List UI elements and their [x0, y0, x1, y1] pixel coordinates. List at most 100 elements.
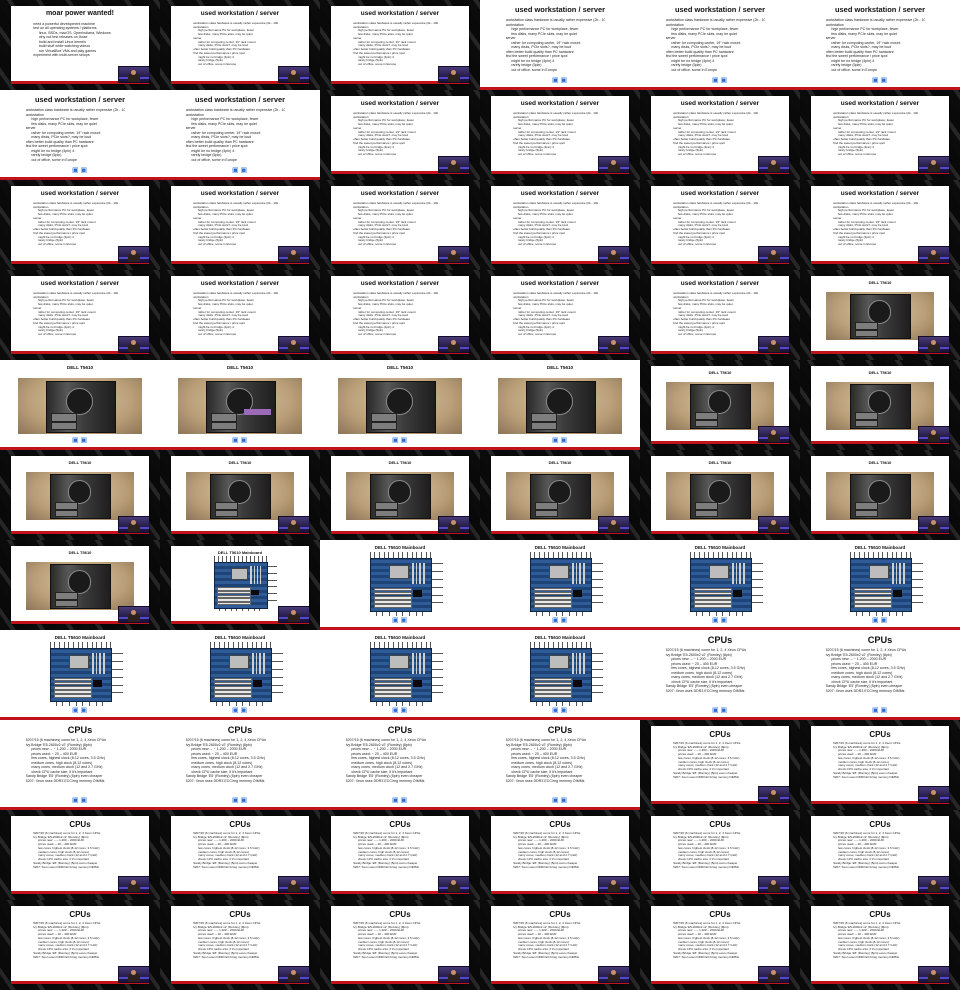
slide-footer-bar — [640, 627, 800, 630]
callout-line — [230, 606, 232, 612]
slide-title: DELL T5610 — [868, 370, 892, 376]
slide-bullet: rather for computing center, 19" rack mo… — [513, 131, 598, 135]
slide-bullet: rarely bridge (5pin) — [353, 239, 438, 243]
slide-bullet: high performance PC for workplace, fewer — [353, 299, 438, 303]
presenter-webcam — [757, 425, 789, 444]
callout-line — [877, 551, 879, 558]
slide-workstation: used workstation / server workstation cla… — [491, 276, 629, 354]
slide-bullet: build stuff while watching videos — [33, 44, 118, 49]
slide-bullet: Sandy Bridge 'E5' (Romley) (5pin) even c… — [513, 862, 598, 866]
slide-bullet: many cores, medium clock (12 and 2.7 GHz… — [673, 944, 758, 948]
drive-bay — [374, 509, 398, 517]
slide-title: used workstation / server — [840, 100, 920, 108]
presenter-body — [607, 523, 620, 533]
pcie-slot — [853, 596, 893, 600]
callout-line — [382, 700, 384, 706]
callout-line — [590, 602, 604, 604]
thumbnail-frame: DELL T5610 Mainboard ▣ ▣ — [640, 540, 800, 630]
slide-bullet: server — [513, 217, 598, 221]
memory-slot — [891, 563, 894, 585]
slide-footer-bar — [0, 807, 160, 810]
callout-line — [863, 551, 865, 558]
callout-line — [395, 700, 397, 706]
drive-bay — [854, 329, 878, 337]
drive-bay — [854, 411, 878, 420]
thumbnail-frame: DELL T5610 — [160, 450, 320, 540]
presenter-head — [450, 969, 457, 976]
presenter-head — [450, 519, 457, 526]
dell-t5610-chassis — [850, 474, 912, 520]
presenter-body — [127, 883, 140, 893]
slide-bullet: 5207: Xeon uses DDR3 ECC/reg memory DIMM… — [353, 866, 438, 870]
presenter-head — [930, 879, 937, 886]
slide-bullet: 5207/15 (6 machines) come for 1, 2, 4 Xe… — [826, 648, 925, 653]
slide-bullet: few cores, highest clock (8-12 cores, 3.… — [346, 756, 445, 761]
slide-workstation: used workstation / server workstation cla… — [171, 6, 309, 84]
presenter-webcam — [597, 965, 629, 984]
presenter-body — [767, 883, 780, 893]
callout-line — [237, 556, 239, 562]
slide-bullet: prices new: – ~ 1.200 – 2000 EUR — [193, 929, 278, 933]
slide-bullet: 5207/15 (6 machines) come for 1, 2, 4 Xe… — [193, 922, 278, 926]
slide-bullet: often better build quality than PC hardw… — [353, 228, 438, 232]
callout-line — [369, 551, 371, 558]
slide-bullet: few cores, highest clock (8-12 cores, 3.… — [353, 937, 438, 941]
callout-line — [538, 641, 540, 648]
memory-slot — [742, 563, 745, 585]
slide-footer-bar — [491, 891, 629, 894]
slide-bullet: 5207/15 (6 machines) come for 1, 2, 4 Xe… — [833, 832, 918, 836]
callout-line — [262, 556, 264, 562]
callout-line — [217, 556, 219, 562]
slide-title: DELL T5610 — [548, 460, 572, 466]
presenter-webcam — [437, 65, 469, 84]
pcie-slot — [533, 681, 573, 686]
slide-bullet: medium cores, high clock (8-12 cores) — [673, 851, 758, 855]
slide-workstation: used workstation / server workstation cla… — [491, 186, 629, 264]
callout-line — [590, 668, 604, 670]
callout-line — [585, 551, 587, 558]
slide-bullet: few disks, many PCIe slots, may be quiet — [33, 303, 118, 307]
drive-bay — [854, 509, 878, 517]
pcie-slot — [693, 591, 733, 596]
slide-bullet: find the sweet performance / price spot — [353, 322, 438, 326]
pcie-slot — [693, 600, 733, 604]
callout-line — [411, 551, 413, 558]
thumbnail-frame: CPUs 5207/15 (6 machines) come for 1, 2, … — [640, 630, 800, 720]
slide-bullet: many disks, PCIe slots?, may be loud — [506, 45, 605, 50]
presenter-webcam — [757, 515, 789, 534]
callout-line — [571, 551, 573, 558]
presenter-head — [130, 879, 137, 886]
slide-bullet: often better build quality than PC hardw… — [193, 318, 278, 322]
slide-bullet: server — [353, 127, 438, 131]
slide-bullet: 5207/15 (6 machines) come for 1, 2, 4 Xe… — [673, 742, 758, 746]
slide-bullet: Sandy Bridge 'E5' (Romley) (5pin) even c… — [666, 684, 765, 689]
presenter-body — [927, 343, 940, 353]
slide-bullet: medium cores, high clock (8-12 cores) — [826, 671, 925, 676]
callout-line — [910, 571, 924, 573]
slide-bullet: many disks, PCIe slots?, may be loud — [513, 224, 598, 228]
callout-line — [415, 700, 417, 706]
chipset — [893, 590, 903, 597]
callout-line — [55, 700, 57, 706]
slide-bullet: out of office, some in Europe — [186, 158, 285, 163]
slide-title: DELL T5610 — [66, 364, 94, 370]
presenter-body — [607, 343, 620, 353]
memory-slot — [259, 653, 262, 675]
slide-bullet: workstation class hardware is usually ra… — [673, 202, 758, 206]
presenter-head — [770, 879, 777, 886]
thumbnail-frame: CPUs 5207/15 (6 machines) come for 1, 2, … — [800, 810, 960, 900]
slide-title: CPUs — [227, 724, 253, 735]
thumbnail-frame: CPUs 5207/15 (6 machines) come for 1, 2, … — [800, 720, 960, 810]
thumbnail-frame: DELL T5610 — [800, 360, 960, 450]
slide-title: DELL T5610 — [388, 460, 412, 466]
callout-line — [219, 606, 221, 612]
memory-slot — [582, 563, 585, 585]
slide-bullet: 5207: Xeon uses DDR3 ECC/reg memory DIMM… — [193, 866, 278, 870]
pcie-slot — [217, 601, 251, 606]
callout-line — [882, 610, 884, 616]
presenter-body — [447, 343, 460, 353]
slide-bullet: often better build quality than PC hardw… — [513, 318, 598, 322]
slide-bullet: prices new: – ~ 1.200 – 2000 EUR — [833, 839, 918, 843]
slide-bullet: prices new: – ~ 1.200 – 2000 EUR — [833, 929, 918, 933]
slide-bullet-list: 5207/15 (6 machines) come for 1, 2, 4 Xe… — [346, 738, 445, 783]
